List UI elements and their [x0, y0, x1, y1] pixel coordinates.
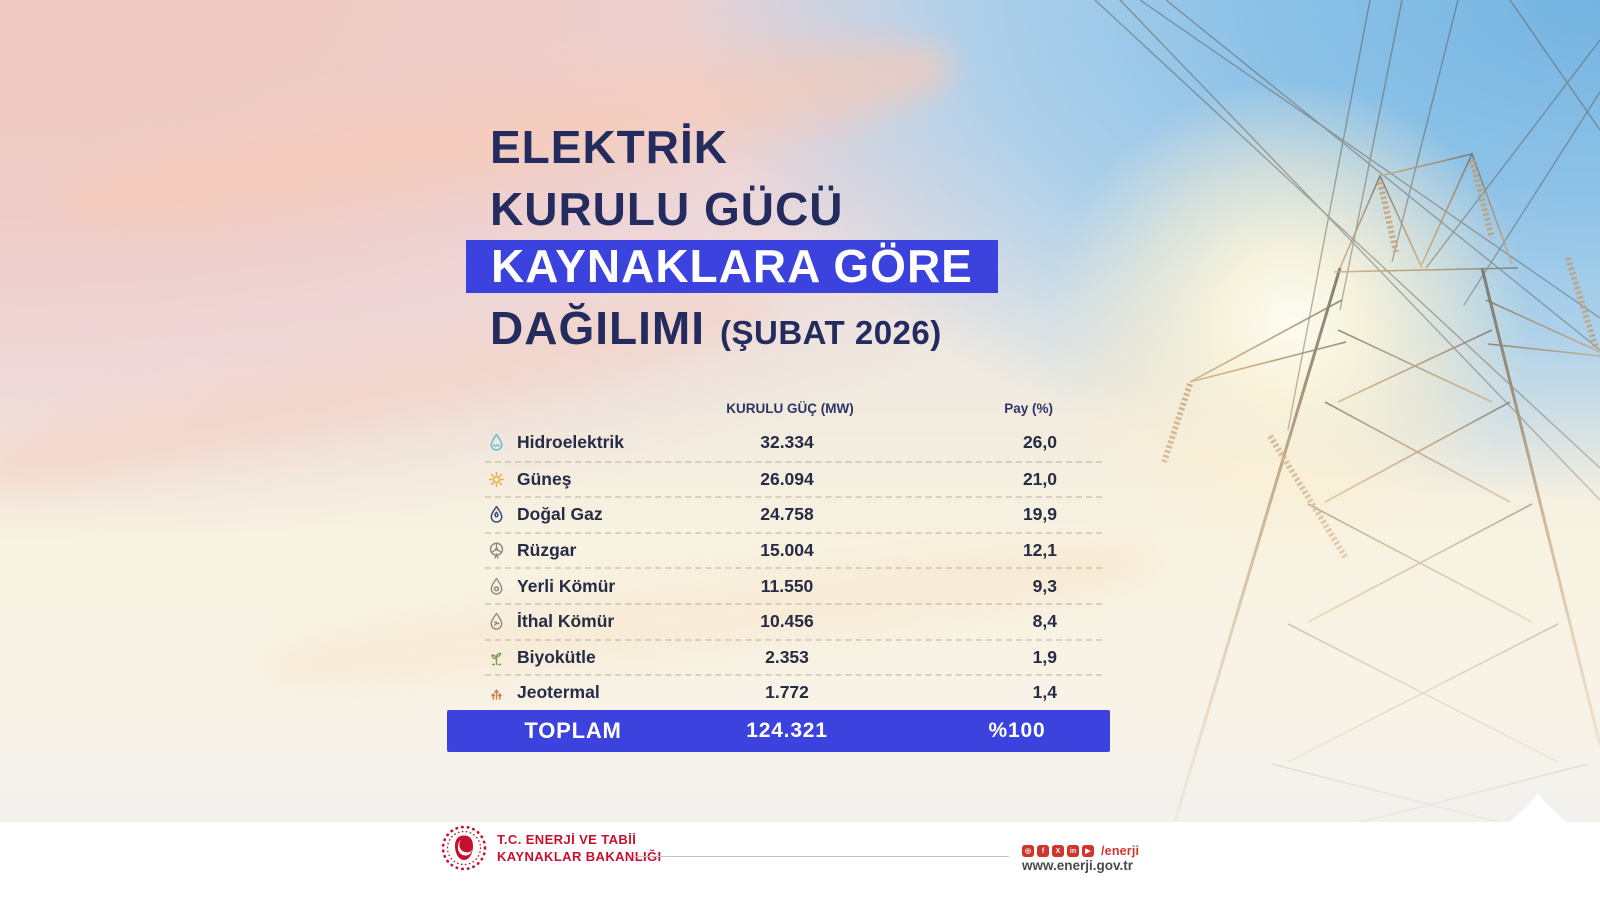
row-label-cell: Doğal Gaz [485, 504, 730, 526]
title-line-4-text: DAĞILIMI [490, 302, 705, 354]
table-row: İthal Kömür 10.456 8,4 [485, 602, 1102, 639]
source-name: İthal Kömür [517, 611, 615, 632]
title-line-1: ELEKTRİK [490, 121, 728, 173]
row-label-cell: Jeotermal [485, 682, 730, 704]
source-name: Jeotermal [517, 682, 600, 703]
source-name: Doğal Gaz [517, 504, 603, 525]
total-bar: TOPLAM 124.321 %100 [447, 710, 1110, 752]
wind-turbine-icon [485, 540, 507, 562]
share-value: 26,0 [1022, 432, 1057, 453]
row-label-cell: Rüzgar [485, 540, 730, 562]
capacity-value: 2.353 [765, 646, 809, 667]
title-line-4: DAĞILIMI (ŞUBAT 2026) [490, 301, 942, 355]
facebook-icon: f [1037, 845, 1049, 857]
sun-glow [1040, 70, 1540, 570]
social-media-row: ◎ f X in ▶ /enerji [1022, 844, 1139, 858]
table-row: Doğal Gaz 24.758 19,9 [485, 496, 1102, 532]
share-value: 8,4 [1032, 611, 1057, 632]
source-name: Biyokütle [517, 646, 596, 667]
table-row: Jeotermal 1.772 1,4 [485, 674, 1102, 710]
row-label-cell: Hidroelektrik [485, 432, 730, 454]
total-label: TOPLAM [524, 718, 622, 743]
instagram-icon: ◎ [1022, 845, 1034, 857]
capacity-value: 10.456 [760, 611, 814, 632]
biomass-plant-icon [485, 646, 507, 668]
row-label-cell: Güneş [485, 468, 730, 490]
domestic-coal-icon [485, 575, 507, 597]
row-label-cell: Biyokütle [485, 646, 730, 668]
title-line-2: KURULU GÜCÜ [490, 183, 844, 235]
table-row: Güneş 26.094 21,0 [485, 460, 1102, 497]
imported-coal-icon [485, 611, 507, 633]
sun-icon [485, 468, 507, 490]
total-share: %100 [988, 719, 1046, 742]
capacity-value: 26.094 [760, 468, 814, 489]
capacity-table: Hidroelektrik 32.334 26,0 Güneş 26.094 2… [485, 425, 1102, 710]
share-value: 9,3 [1032, 575, 1057, 596]
share-value: 12,1 [1022, 540, 1057, 561]
capacity-value: 11.550 [760, 575, 814, 596]
table-row: Hidroelektrik 32.334 26,0 [485, 425, 1102, 461]
share-value: 1,9 [1032, 646, 1057, 667]
ministry-name-line-2: KAYNAKLAR BAKANLIĞI [497, 848, 662, 864]
title-date: (ŞUBAT 2026) [719, 314, 942, 351]
row-label-cell: Yerli Kömür [485, 575, 730, 597]
ministry-name: T.C. ENERJİ VE TABİİ KAYNAKLAR BAKANLIĞI [497, 832, 662, 866]
row-label-cell: İthal Kömür [485, 611, 730, 633]
table-row: Rüzgar 15.004 12,1 [485, 531, 1102, 568]
hydro-drop-icon [485, 432, 507, 454]
total-capacity: 124.321 [746, 719, 828, 742]
capacity-value: 24.758 [760, 504, 814, 525]
gas-flame-icon [485, 504, 507, 526]
youtube-icon: ▶ [1082, 845, 1094, 857]
x-icon: X [1052, 845, 1064, 857]
geothermal-icon [485, 682, 507, 704]
footer-band [0, 822, 1600, 900]
social-handle: /enerji [1101, 844, 1140, 858]
linkedin-icon: in [1067, 845, 1079, 857]
website-url: www.enerji.gov.tr [1022, 858, 1134, 873]
share-value: 1,4 [1032, 682, 1057, 703]
table-row: Yerli Kömür 11.550 9,3 [485, 567, 1102, 603]
footer-peak-decoration [1508, 793, 1568, 823]
share-value: 19,9 [1022, 504, 1057, 525]
capacity-value: 32.334 [760, 432, 814, 453]
column-header-share: Pay (%) [1004, 401, 1053, 416]
source-name: Rüzgar [517, 540, 577, 561]
table-row: Biyokütle 2.353 1,9 [485, 638, 1102, 675]
source-name: Yerli Kömür [517, 575, 616, 596]
share-value: 21,0 [1022, 468, 1057, 489]
source-name: Güneş [517, 468, 572, 489]
ministry-name-line-1: T.C. ENERJİ VE TABİİ [497, 832, 637, 847]
transmission-tower-photo [1094, 0, 1600, 845]
capacity-value: 15.004 [760, 540, 814, 561]
column-header-capacity: KURULU GÜÇ (MW) [726, 401, 854, 416]
title-highlight-bar: KAYNAKLARA GÖRE [466, 240, 998, 293]
ministry-emblem-logo [441, 825, 487, 871]
source-name: Hidroelektrik [517, 432, 624, 453]
capacity-value: 1.772 [765, 682, 809, 703]
footer-divider-line [633, 856, 1009, 857]
